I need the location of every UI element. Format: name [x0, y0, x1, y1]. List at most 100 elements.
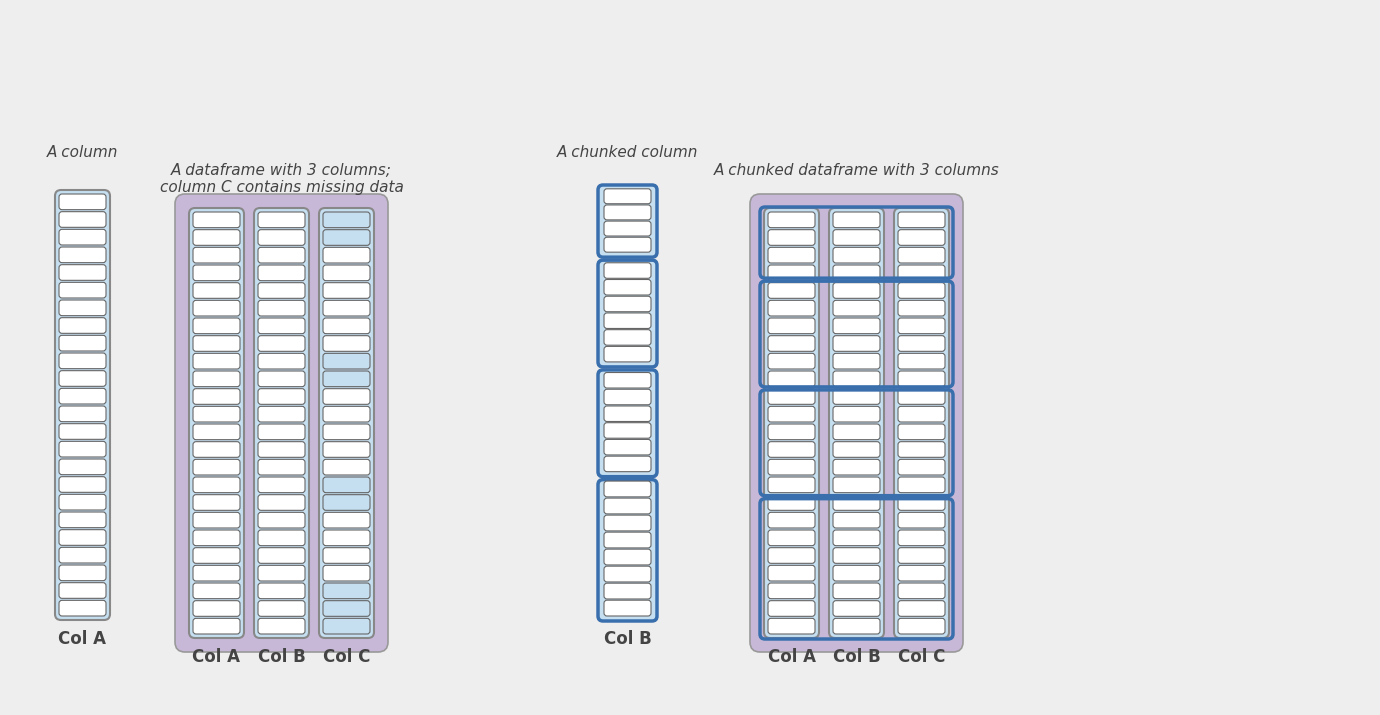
FancyBboxPatch shape	[323, 212, 370, 227]
FancyBboxPatch shape	[604, 440, 651, 455]
FancyBboxPatch shape	[193, 566, 240, 581]
FancyBboxPatch shape	[834, 618, 880, 634]
FancyBboxPatch shape	[604, 566, 651, 582]
FancyBboxPatch shape	[834, 300, 880, 316]
FancyBboxPatch shape	[604, 600, 651, 616]
FancyBboxPatch shape	[769, 601, 816, 616]
FancyBboxPatch shape	[193, 230, 240, 245]
Text: A chunked column: A chunked column	[556, 145, 698, 160]
FancyBboxPatch shape	[323, 548, 370, 563]
FancyBboxPatch shape	[898, 618, 945, 634]
FancyBboxPatch shape	[193, 335, 240, 351]
FancyBboxPatch shape	[193, 389, 240, 405]
FancyBboxPatch shape	[769, 265, 816, 281]
FancyBboxPatch shape	[59, 565, 106, 581]
FancyBboxPatch shape	[258, 300, 305, 316]
FancyBboxPatch shape	[769, 530, 816, 546]
FancyBboxPatch shape	[604, 406, 651, 421]
FancyBboxPatch shape	[323, 335, 370, 351]
FancyBboxPatch shape	[834, 406, 880, 422]
FancyBboxPatch shape	[769, 513, 816, 528]
FancyBboxPatch shape	[258, 247, 305, 263]
FancyBboxPatch shape	[898, 282, 945, 298]
FancyBboxPatch shape	[193, 477, 240, 493]
FancyBboxPatch shape	[258, 495, 305, 511]
FancyBboxPatch shape	[834, 335, 880, 351]
FancyBboxPatch shape	[59, 424, 106, 439]
FancyBboxPatch shape	[769, 212, 816, 227]
FancyBboxPatch shape	[59, 406, 106, 422]
FancyBboxPatch shape	[193, 442, 240, 458]
FancyBboxPatch shape	[834, 513, 880, 528]
FancyBboxPatch shape	[765, 208, 818, 638]
FancyBboxPatch shape	[769, 477, 816, 493]
FancyBboxPatch shape	[604, 346, 651, 362]
FancyBboxPatch shape	[604, 373, 651, 388]
FancyBboxPatch shape	[769, 495, 816, 511]
FancyBboxPatch shape	[898, 477, 945, 493]
FancyBboxPatch shape	[193, 548, 240, 563]
FancyBboxPatch shape	[898, 442, 945, 458]
FancyBboxPatch shape	[834, 548, 880, 563]
FancyBboxPatch shape	[258, 406, 305, 422]
FancyBboxPatch shape	[898, 495, 945, 511]
FancyBboxPatch shape	[598, 480, 657, 621]
FancyBboxPatch shape	[193, 601, 240, 616]
FancyBboxPatch shape	[323, 477, 370, 493]
Text: Col A: Col A	[58, 630, 106, 648]
FancyBboxPatch shape	[898, 389, 945, 405]
FancyBboxPatch shape	[59, 512, 106, 528]
FancyBboxPatch shape	[193, 513, 240, 528]
FancyBboxPatch shape	[898, 406, 945, 422]
FancyBboxPatch shape	[323, 583, 370, 598]
FancyBboxPatch shape	[258, 513, 305, 528]
FancyBboxPatch shape	[598, 370, 657, 477]
FancyBboxPatch shape	[189, 208, 244, 638]
FancyBboxPatch shape	[769, 389, 816, 405]
FancyBboxPatch shape	[769, 230, 816, 245]
FancyBboxPatch shape	[193, 371, 240, 387]
FancyBboxPatch shape	[193, 353, 240, 369]
FancyBboxPatch shape	[258, 371, 305, 387]
FancyBboxPatch shape	[323, 513, 370, 528]
FancyBboxPatch shape	[258, 548, 305, 563]
FancyBboxPatch shape	[323, 371, 370, 387]
FancyBboxPatch shape	[769, 353, 816, 369]
FancyBboxPatch shape	[769, 335, 816, 351]
FancyBboxPatch shape	[59, 459, 106, 475]
Text: Col C: Col C	[323, 648, 370, 666]
FancyBboxPatch shape	[829, 208, 885, 638]
FancyBboxPatch shape	[59, 247, 106, 262]
FancyBboxPatch shape	[769, 424, 816, 440]
FancyBboxPatch shape	[769, 618, 816, 634]
FancyBboxPatch shape	[898, 212, 945, 227]
FancyBboxPatch shape	[898, 353, 945, 369]
FancyBboxPatch shape	[898, 300, 945, 316]
FancyBboxPatch shape	[604, 296, 651, 312]
FancyBboxPatch shape	[323, 353, 370, 369]
FancyBboxPatch shape	[59, 388, 106, 404]
FancyBboxPatch shape	[604, 330, 651, 345]
FancyBboxPatch shape	[59, 601, 106, 616]
FancyBboxPatch shape	[323, 230, 370, 245]
FancyBboxPatch shape	[59, 477, 106, 493]
FancyBboxPatch shape	[258, 335, 305, 351]
FancyBboxPatch shape	[834, 583, 880, 598]
FancyBboxPatch shape	[258, 477, 305, 493]
FancyBboxPatch shape	[193, 265, 240, 281]
Text: A column: A column	[47, 145, 119, 160]
FancyBboxPatch shape	[59, 530, 106, 546]
FancyBboxPatch shape	[604, 515, 651, 531]
FancyBboxPatch shape	[834, 477, 880, 493]
FancyBboxPatch shape	[769, 583, 816, 598]
FancyBboxPatch shape	[258, 265, 305, 281]
FancyBboxPatch shape	[323, 265, 370, 281]
FancyBboxPatch shape	[59, 300, 106, 315]
FancyBboxPatch shape	[604, 189, 651, 204]
FancyBboxPatch shape	[834, 424, 880, 440]
FancyBboxPatch shape	[834, 230, 880, 245]
FancyBboxPatch shape	[604, 221, 651, 236]
FancyBboxPatch shape	[193, 247, 240, 263]
FancyBboxPatch shape	[258, 318, 305, 334]
FancyBboxPatch shape	[898, 318, 945, 334]
